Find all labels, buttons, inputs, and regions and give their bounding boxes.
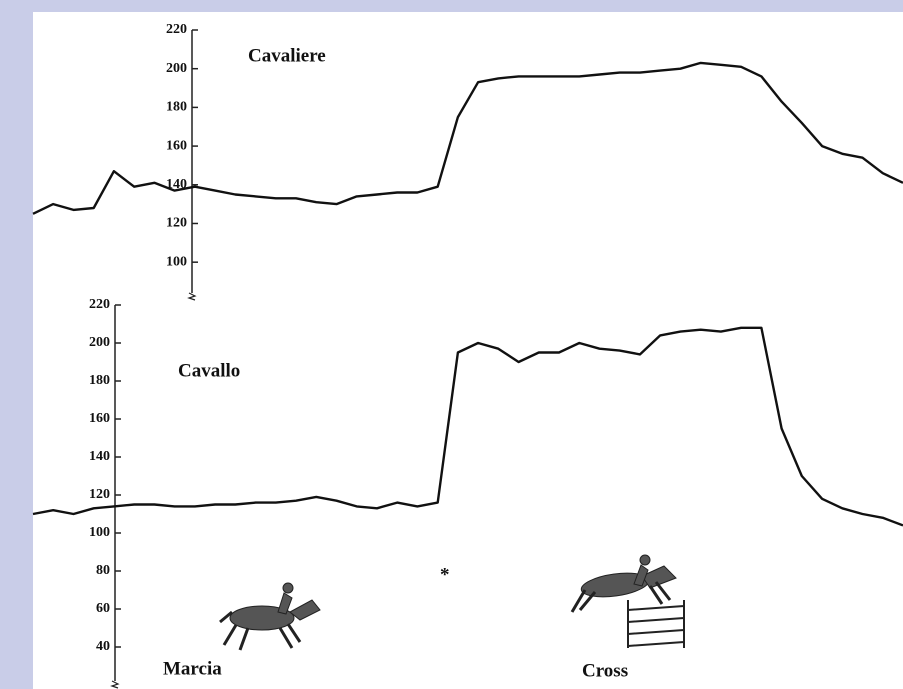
y-tick-label: 160 (89, 411, 110, 426)
series-label: Cavallo (178, 360, 240, 381)
y-tick-label: 120 (166, 216, 187, 231)
y-tick-label: 60 (96, 601, 110, 616)
panel (33, 12, 903, 689)
y-tick-label: 180 (166, 100, 187, 115)
y-tick-label: 200 (166, 61, 187, 76)
y-tick-label: 200 (89, 335, 110, 350)
y-tick-label: 160 (166, 138, 187, 153)
series-label: Cavaliere (248, 45, 326, 66)
annotation: Marcia (163, 658, 222, 679)
y-tick-label: 100 (89, 525, 110, 540)
annotation: Cross (582, 660, 628, 681)
y-tick-label: 120 (89, 487, 110, 502)
y-tick-label: 220 (166, 22, 187, 37)
y-tick-label: 40 (96, 639, 110, 654)
y-tick-label: 100 (166, 254, 187, 269)
y-tick-label: 220 (89, 297, 110, 312)
page: {"chart_data": [ {"type": "line", "title… (0, 0, 903, 689)
annotation: * (440, 564, 450, 585)
y-tick-label: 180 (89, 373, 110, 388)
y-tick-label: 80 (96, 563, 110, 578)
y-tick-label: 140 (89, 449, 110, 464)
chart: 100 120 140 160 180 200 220 Cavaliere 40 60 80 100 1… (0, 0, 903, 689)
